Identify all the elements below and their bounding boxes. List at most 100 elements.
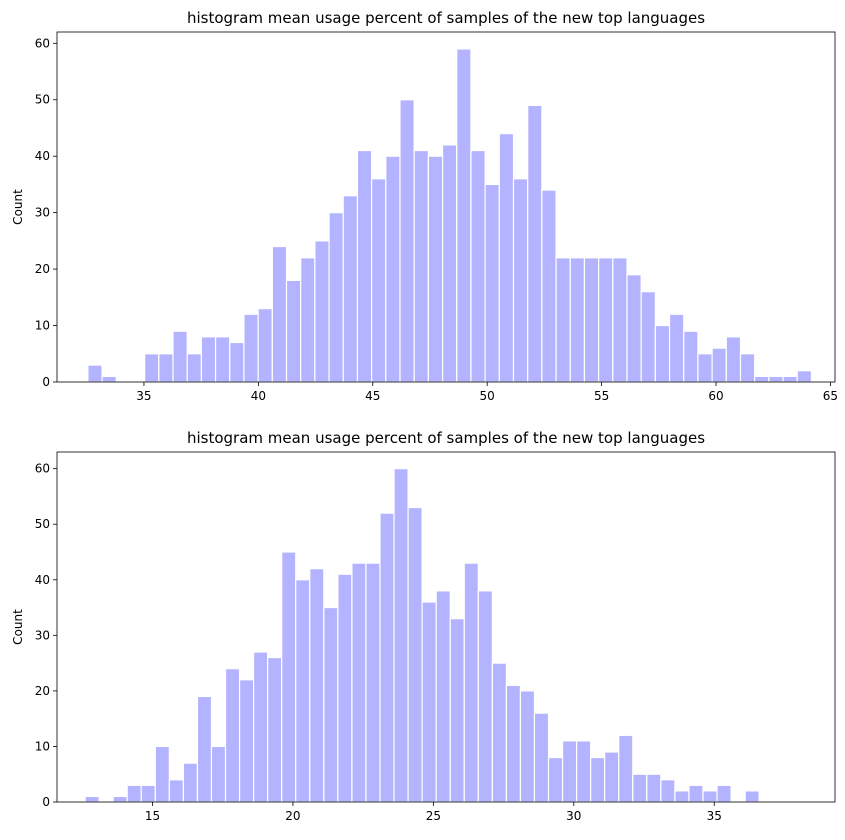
histogram-bar	[754, 375, 770, 383]
histogram-bar	[144, 353, 160, 383]
histogram-bar	[768, 375, 784, 383]
histogram-bar	[654, 324, 671, 383]
histogram-bar	[309, 568, 325, 803]
x-tick-label: 30	[566, 809, 581, 823]
histogram-bar	[527, 104, 543, 383]
histogram-bar	[470, 149, 486, 383]
histogram-bar	[323, 606, 339, 803]
axes-frame	[56, 31, 836, 383]
y-tick-label: 10	[35, 319, 50, 333]
histogram-bar	[182, 762, 199, 803]
histogram-bar	[342, 195, 359, 383]
histogram-bar	[168, 779, 184, 803]
x-tick-label: 20	[285, 809, 300, 823]
histogram-bar	[126, 784, 142, 803]
histogram-bar	[140, 784, 156, 803]
y-tick-label: 20	[35, 684, 50, 698]
histogram-bar	[407, 506, 423, 803]
histogram-bar	[533, 712, 550, 803]
y-tick-label: 40	[35, 149, 50, 163]
histogram-bar	[172, 330, 188, 383]
histogram-bar	[413, 149, 429, 383]
histogram-bar	[365, 562, 381, 803]
histogram-bar	[583, 257, 600, 383]
y-tick-label: 50	[35, 517, 50, 531]
histogram-bar	[782, 375, 798, 383]
y-tick-label: 10	[35, 739, 50, 753]
histogram-bar	[101, 375, 117, 383]
histogram-bar	[285, 279, 302, 383]
histogram-bar	[711, 347, 727, 383]
histogram-bar	[683, 330, 699, 383]
histogram-bar	[618, 734, 634, 803]
histogram-bar	[498, 133, 515, 383]
histogram-bar	[300, 257, 316, 383]
histogram-bar	[385, 155, 401, 383]
y-tick-label: 60	[35, 462, 50, 476]
histogram-bar	[491, 662, 507, 803]
histogram-bar	[598, 257, 614, 383]
x-tick-label: 50	[480, 389, 495, 403]
histogram-bar	[253, 651, 269, 803]
x-tick-label: 60	[708, 389, 723, 403]
histogram-bar	[519, 690, 536, 803]
chart-title: histogram mean usage percent of samples …	[187, 9, 705, 27]
histogram-bar	[463, 562, 479, 803]
histogram-bar	[739, 353, 756, 383]
histogram-bar	[668, 313, 685, 383]
histogram-bar	[604, 751, 620, 803]
x-tick-label: 55	[594, 389, 609, 403]
histogram-bar	[210, 745, 227, 803]
histogram-bar	[449, 618, 465, 803]
y-tick-label: 20	[35, 262, 50, 276]
histogram-bar	[328, 212, 344, 383]
histogram-bar	[281, 551, 297, 803]
histogram-bar	[112, 795, 128, 803]
histogram-bar	[351, 562, 367, 803]
bottom-histogram: 15 20 25 30 35 0 10 20 30 40 50 60 histogram mean us…	[11, 429, 836, 823]
y-tick-label: 0	[42, 795, 50, 809]
axes-frame	[56, 451, 836, 803]
histogram-bar	[224, 668, 241, 803]
histogram-bar	[393, 468, 409, 803]
y-tick-label: 60	[35, 36, 50, 50]
histogram-bar	[427, 155, 444, 383]
histogram-bar	[267, 656, 283, 803]
histogram-bar	[640, 291, 656, 383]
histogram-bar	[271, 245, 288, 383]
histogram-bar	[186, 353, 202, 383]
histogram-bar	[646, 773, 662, 803]
histogram-bar	[716, 784, 732, 803]
histogram-bar	[590, 756, 606, 803]
histogram-bar	[541, 189, 557, 383]
histogram-bar	[371, 178, 387, 383]
y-tick-label: 50	[35, 93, 50, 107]
y-axis-label: Count	[11, 609, 25, 645]
y-tick-label: 30	[35, 206, 50, 220]
histogram-bar	[484, 183, 500, 383]
histogram-bar	[702, 790, 718, 803]
histogram-bar	[505, 684, 522, 803]
histogram-bar	[612, 257, 628, 383]
histogram-bar	[229, 341, 245, 383]
histogram-bar	[576, 740, 592, 803]
histogram-bar	[555, 257, 571, 383]
histogram-bar	[477, 590, 493, 803]
histogram-bar	[295, 579, 311, 803]
histogram-bar	[84, 795, 100, 803]
histogram-bar	[697, 353, 713, 383]
histogram-bar	[725, 336, 742, 383]
histogram-bar	[399, 99, 415, 383]
x-tick-label: 35	[136, 389, 151, 403]
histogram-bar	[337, 573, 353, 803]
histogram-bar	[243, 313, 259, 383]
x-tick-label: 25	[426, 809, 441, 823]
histogram-bar	[561, 740, 578, 803]
histogram-bar	[674, 790, 690, 803]
histogram-bar	[660, 779, 676, 803]
histogram-bar	[512, 178, 529, 383]
histogram-bar	[87, 364, 103, 383]
histogram-bar	[257, 308, 273, 383]
histogram-bar	[441, 144, 458, 383]
